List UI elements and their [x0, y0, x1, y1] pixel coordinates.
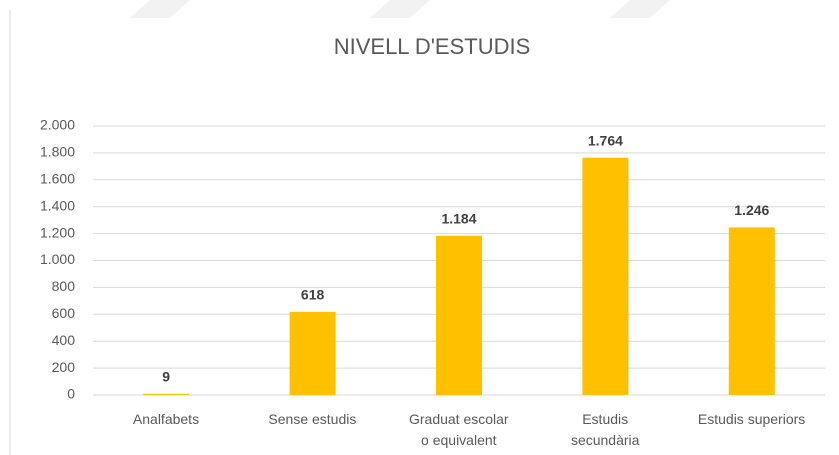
chart-title: NIVELL D'ESTUDIS [334, 34, 531, 59]
data-label: 9 [162, 368, 170, 384]
decor [610, 0, 670, 18]
bar [436, 235, 482, 395]
y-tick-label: 800 [52, 278, 76, 294]
bar [582, 157, 629, 395]
x-tick-label: Estudis superiors [697, 411, 806, 427]
data-label: 1.764 [588, 132, 623, 148]
x-tick-label: Sense estudis [268, 411, 357, 427]
bar [289, 311, 336, 395]
decor [370, 0, 430, 18]
bar [143, 393, 190, 395]
y-tick-label: 600 [52, 305, 76, 321]
y-tick-label: 1.800 [40, 144, 75, 160]
x-tick-label: Analfabets [132, 411, 200, 427]
y-tick-label: 400 [52, 332, 76, 348]
y-tick-label: 1.000 [40, 251, 75, 267]
x-tick-label: Graduat escolar o equivalent [408, 411, 509, 448]
y-tick-label: 2.000 [40, 117, 75, 133]
x-tick-label: Estudis secundària [570, 411, 640, 448]
y-tick-label: 1.200 [40, 224, 75, 240]
y-tick-label: 0 [67, 386, 75, 402]
y-tick-label: 200 [52, 359, 76, 375]
bar [728, 227, 775, 395]
y-tick-label: 1.600 [40, 171, 75, 187]
y-tick-label: 1.400 [40, 197, 75, 213]
data-label: 618 [301, 287, 325, 303]
data-label: 1.184 [441, 210, 476, 226]
data-label: 1.246 [734, 202, 769, 218]
decor [130, 0, 190, 18]
